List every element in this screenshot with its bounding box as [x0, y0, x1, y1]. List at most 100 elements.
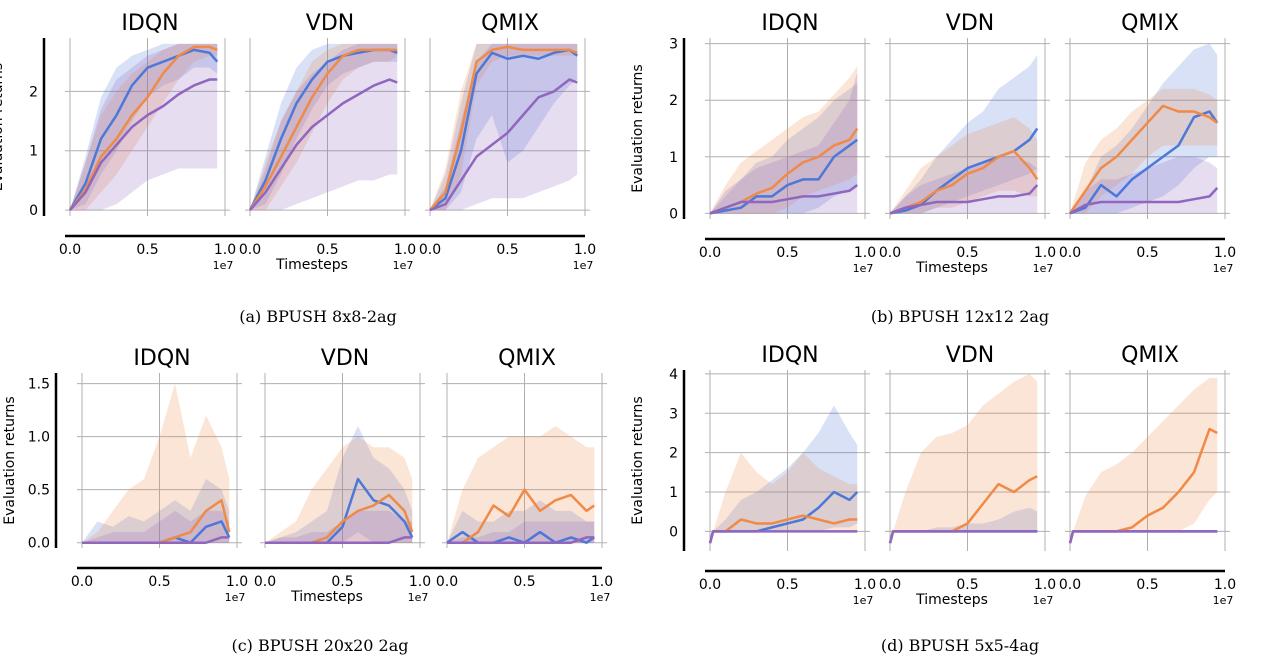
x-tick-label: 1.0 [591, 574, 613, 590]
panel-caption: (a) BPUSH 8x8-2ag [239, 307, 397, 326]
confidence-band [70, 43, 218, 211]
x-offset-label: 1e7 [853, 594, 874, 607]
series-line [888, 530, 1038, 544]
subplot-title: VDN [306, 11, 354, 36]
confidence-band [710, 83, 858, 214]
x-tick-label: 1.0 [394, 242, 416, 258]
series-line [709, 184, 858, 215]
y-axis-label: Evaluation returns [630, 64, 646, 192]
series-line [447, 536, 595, 544]
confidence-band [265, 436, 413, 543]
y-tick-label: 4 [669, 367, 678, 383]
x-offset-label: 1e7 [590, 591, 611, 604]
x-offset-label: 1e7 [573, 259, 594, 272]
x-tick-label: 0.5 [956, 245, 978, 261]
subplot-title: VDN [946, 343, 994, 368]
x-tick-label: 0.5 [513, 574, 535, 590]
x-tick-label: 1.0 [1034, 577, 1056, 593]
confidence-band [447, 500, 595, 543]
confidence-band [82, 479, 230, 543]
x-tick-label: 1.0 [1214, 245, 1236, 261]
confidence-band [430, 43, 578, 211]
confidence-band [250, 43, 398, 211]
confidence-band [447, 521, 595, 543]
series-line [889, 149, 1039, 215]
series-line [1068, 104, 1218, 215]
confidence-band [250, 43, 398, 211]
y-axis-label: Evaluation returns [2, 396, 18, 524]
y-axis-label: Evaluation returns [630, 396, 646, 524]
subplot-title: IDQN [761, 11, 818, 36]
x-tick-label: 0.0 [699, 577, 721, 593]
y-tick-label: 2 [669, 446, 678, 462]
x-offset-label: 1e7 [1033, 262, 1054, 275]
x-tick-label: 0.5 [956, 577, 978, 593]
series-line [429, 78, 578, 212]
series-line [1068, 530, 1218, 544]
x-tick-label: 0.0 [436, 574, 458, 590]
confidence-band [82, 510, 230, 543]
subplot-title: QMIX [481, 11, 539, 36]
x-tick-label: 1.0 [214, 242, 236, 258]
confidence-band [1070, 377, 1218, 544]
x-tick-label: 1.0 [574, 242, 596, 258]
series-line [248, 48, 398, 211]
y-tick-label: 0.5 [28, 483, 50, 499]
confidence-band [890, 373, 1038, 544]
confidence-band [70, 43, 218, 211]
series-line [1069, 110, 1219, 215]
subplot-title: QMIX [1121, 343, 1179, 368]
series-line [447, 488, 595, 544]
x-offset-label: 1e7 [408, 591, 429, 604]
series-line [709, 138, 858, 215]
x-tick-label: 0.5 [776, 245, 798, 261]
confidence-band [1070, 88, 1218, 214]
x-tick-label: 1.0 [409, 574, 431, 590]
x-tick-label: 0.0 [879, 245, 901, 261]
confidence-band [890, 531, 1038, 544]
subplot-title: VDN [946, 11, 994, 36]
x-offset-label: 1e7 [393, 259, 414, 272]
y-axis-label: Evaluation returns [0, 63, 6, 191]
y-tick-label: 1 [29, 144, 38, 160]
y-tick-label: 0.0 [28, 536, 50, 552]
y-tick-label: 3 [669, 406, 678, 422]
confidence-band [447, 426, 595, 543]
confidence-band [710, 531, 858, 544]
x-tick-label: 0.0 [239, 242, 261, 258]
x-tick-label: 0.0 [699, 245, 721, 261]
x-tick-label: 1.0 [854, 577, 876, 593]
x-offset-label: 1e7 [1213, 594, 1234, 607]
x-offset-label: 1e7 [1213, 262, 1234, 275]
series-line [708, 530, 858, 544]
series-line [68, 48, 219, 211]
series-line [68, 45, 218, 211]
confidence-band [430, 43, 578, 211]
subplot-title: QMIX [1121, 11, 1179, 36]
series-line [889, 184, 1039, 215]
confidence-band [430, 43, 578, 211]
y-tick-label: 3 [669, 37, 678, 53]
series-line [82, 536, 230, 544]
series-line [69, 78, 218, 211]
subplot-title: IDQN [133, 346, 190, 371]
x-tick-label: 1.0 [854, 245, 876, 261]
x-tick-label: 0.0 [254, 574, 276, 590]
confidence-band [890, 117, 1038, 214]
x-tick-label: 0.5 [776, 577, 798, 593]
series-line [265, 536, 413, 544]
confidence-band [1070, 531, 1218, 544]
x-tick-label: 0.5 [496, 242, 518, 258]
confidence-band [82, 383, 230, 543]
